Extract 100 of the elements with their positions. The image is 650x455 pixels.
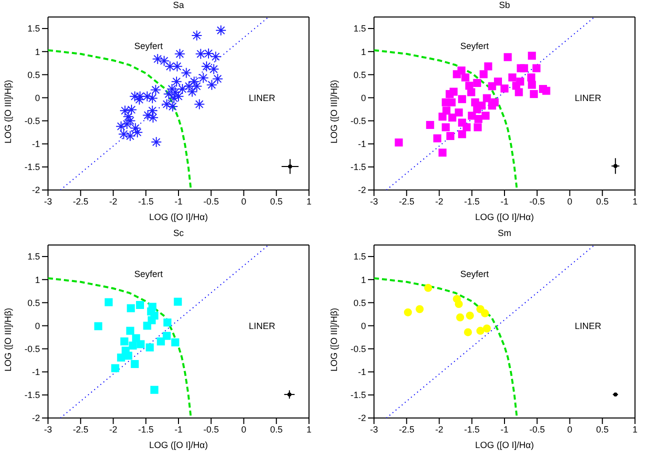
y-tick-label: -0.5	[350, 116, 366, 126]
point	[129, 90, 140, 102]
x-tick-label: 0	[567, 196, 572, 206]
point	[150, 386, 158, 394]
annotation: LINER	[248, 321, 276, 332]
point	[117, 354, 126, 362]
point	[191, 30, 202, 41]
point	[464, 328, 472, 336]
point	[212, 73, 224, 84]
point	[476, 326, 484, 335]
point	[142, 110, 154, 121]
x-tick-label: 0	[567, 424, 572, 434]
point	[152, 53, 164, 64]
point	[467, 88, 476, 96]
x-tick-label: 0.5	[270, 196, 283, 206]
x-tick-label: -1	[174, 424, 183, 434]
point	[454, 300, 463, 308]
x-tick-label: 1	[306, 424, 312, 434]
x-tick-label: -2	[435, 424, 444, 434]
point	[482, 112, 490, 120]
point	[136, 300, 144, 309]
point	[122, 111, 134, 122]
x-tick-label: -3	[44, 196, 52, 206]
y-tick-label: -0.5	[350, 344, 366, 354]
x-tick-label: 0.5	[596, 196, 609, 206]
x-axis-title: LOG ([O I]/Hα)	[475, 440, 534, 450]
point	[532, 64, 540, 72]
point	[442, 98, 450, 106]
point	[167, 101, 178, 112]
y-tick-label: 1	[34, 274, 40, 285]
point	[171, 338, 180, 346]
y-tick-label: 1.5	[27, 24, 40, 34]
point	[462, 123, 471, 132]
line-series	[374, 49, 518, 190]
chart-title: Sm	[496, 228, 512, 238]
point	[438, 148, 447, 157]
point	[480, 309, 489, 318]
point	[416, 305, 424, 314]
y-tick-label: -0.5	[24, 344, 40, 354]
point	[158, 55, 170, 66]
y-tick-label: 1	[360, 46, 366, 57]
point	[442, 123, 450, 132]
point	[287, 392, 292, 396]
point	[466, 312, 474, 320]
chart-title: Sa	[172, 0, 185, 10]
x-tick-label: 1	[632, 424, 638, 434]
point	[490, 98, 499, 106]
point	[473, 78, 482, 87]
x-tick-label: 1	[306, 196, 312, 206]
point	[173, 90, 184, 102]
point	[508, 73, 516, 82]
annotation: Seyfert	[460, 41, 489, 52]
x-tick-label: -3	[370, 196, 378, 206]
point	[480, 70, 488, 78]
y-tick-label: -1	[358, 367, 366, 378]
point	[156, 337, 165, 346]
x-tick-label: 1	[632, 196, 638, 206]
line-series	[48, 49, 192, 190]
point	[468, 112, 476, 120]
x-tick-label: -2.5	[72, 424, 88, 434]
point	[191, 80, 202, 92]
y-tick-label: 1.5	[27, 252, 40, 262]
point	[474, 123, 482, 132]
point	[215, 24, 226, 36]
point	[146, 105, 158, 116]
point	[94, 322, 102, 330]
point	[126, 304, 135, 312]
y-tick-label: -1	[32, 367, 40, 378]
x-tick-label: -1.5	[464, 424, 480, 434]
x-tick-label: -2.5	[72, 196, 88, 206]
x-tick-label: 0	[241, 196, 246, 206]
y-tick-label: -1.5	[24, 162, 40, 172]
x-tick-label: -2	[109, 424, 118, 434]
y-tick-label: -0.5	[24, 116, 40, 126]
point	[130, 360, 139, 368]
point	[426, 120, 434, 129]
x-tick-label: 0.5	[270, 424, 283, 434]
annotation: LINER	[574, 93, 602, 104]
point	[120, 337, 128, 346]
point	[111, 364, 120, 372]
x-tick-label: -1	[174, 196, 183, 206]
x-tick-label: -2.5	[398, 424, 414, 434]
point	[130, 122, 141, 134]
y-tick-label: 1.5	[353, 24, 366, 34]
point	[194, 98, 205, 110]
x-tick-label: 0	[241, 424, 246, 434]
y-tick-label: 0.5	[353, 70, 366, 80]
x-tick-label: -0.5	[529, 424, 545, 434]
point	[530, 90, 538, 98]
y-axis-title: LOG ([O III]/Hβ)	[329, 80, 340, 144]
point	[126, 326, 134, 335]
x-tick-label: -1.5	[138, 424, 154, 434]
point	[208, 64, 220, 75]
point	[504, 53, 512, 62]
point	[433, 134, 442, 142]
point	[458, 95, 466, 104]
chart-title: Sb	[498, 0, 511, 10]
point	[442, 106, 450, 115]
point	[136, 340, 145, 348]
y-axis-title: LOG ([O III]/Hβ)	[3, 80, 14, 144]
